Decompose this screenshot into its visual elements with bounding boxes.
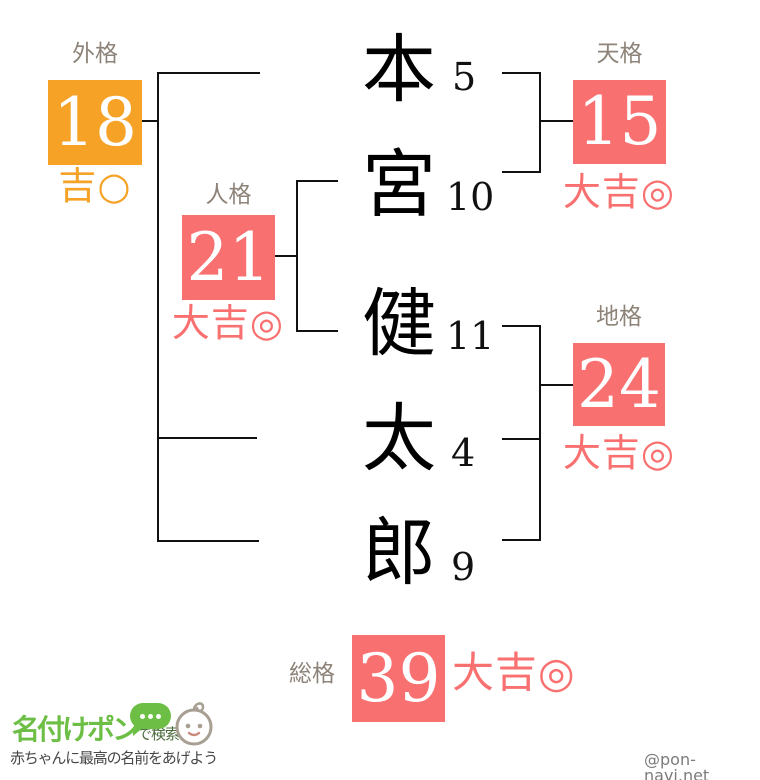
jinkaku-result: 大吉◎ <box>171 301 285 345</box>
tenkaku-bracket-top-line <box>502 72 541 74</box>
name-char-3: 健 <box>362 281 436 367</box>
logo-wordmark: 名付けポン <box>12 713 140 746</box>
site-credit: @pon-navi.net <box>644 750 710 780</box>
bubble-dot <box>148 713 153 719</box>
logo-search-suffix: で検索 <box>137 725 180 743</box>
soukaku-value-box: 39 <box>352 635 445 722</box>
gaikaku-bracket-mid-line <box>157 437 257 439</box>
jinkaku-value-box: 21 <box>182 215 275 300</box>
jinkaku-bracket-bottom-line <box>296 330 338 332</box>
tenkaku-label: 天格 <box>596 41 643 67</box>
gaikaku-bracket-vertical-line <box>157 72 159 542</box>
name-char-4: 太 <box>362 396 436 482</box>
gaikaku-result: 吉○ <box>58 164 132 208</box>
jinkaku-bracket-top-line <box>296 180 338 182</box>
logo-tagline: 赤ちゃんに最高の名前をあげよう <box>10 749 218 767</box>
gaikaku-value-box: 18 <box>48 80 142 165</box>
stroke-count-5: 9 <box>451 545 476 589</box>
gaikaku-label: 外格 <box>72 41 118 67</box>
chikaku-bracket-bottom-line <box>502 539 541 541</box>
bubble-dot <box>156 713 161 719</box>
tenkaku-box-connector-line <box>541 120 573 122</box>
stroke-count-4: 4 <box>451 431 476 475</box>
tenkaku-result: 大吉◎ <box>562 170 676 214</box>
jinkaku-box-connector-line <box>275 255 298 257</box>
chikaku-bracket-mid-line <box>502 438 541 440</box>
gaikaku-bracket-bottom-line <box>157 540 259 542</box>
name-char-1: 本 <box>362 27 436 113</box>
tenkaku-bracket-bottom-line <box>502 171 541 173</box>
stroke-count-2: 10 <box>446 175 495 219</box>
soukaku-label: 総格 <box>289 661 335 687</box>
speech-bubble-icon <box>130 703 171 736</box>
chikaku-value-box: 24 <box>573 343 665 426</box>
gaikaku-box-connector-line <box>142 120 159 122</box>
chikaku-box-connector-line <box>541 384 573 386</box>
tenkaku-value-box: 15 <box>573 80 666 164</box>
jinkaku-label: 人格 <box>205 182 252 208</box>
gaikaku-bracket-top-line <box>157 72 260 74</box>
bubble-dot <box>140 713 145 719</box>
name-char-2: 宮 <box>362 142 436 228</box>
chikaku-result: 大吉◎ <box>562 431 676 475</box>
chikaku-bracket-top-line <box>502 325 541 327</box>
name-char-5: 郎 <box>362 510 436 596</box>
stroke-count-3: 11 <box>446 314 495 358</box>
chikaku-bracket-vertical-line <box>539 325 541 541</box>
chikaku-label: 地格 <box>596 304 642 330</box>
baby-face-icon <box>172 699 218 753</box>
stroke-count-1: 5 <box>452 55 477 99</box>
soukaku-result: 大吉◎ <box>452 648 576 697</box>
tenkaku-bracket-vertical-line <box>539 72 541 173</box>
